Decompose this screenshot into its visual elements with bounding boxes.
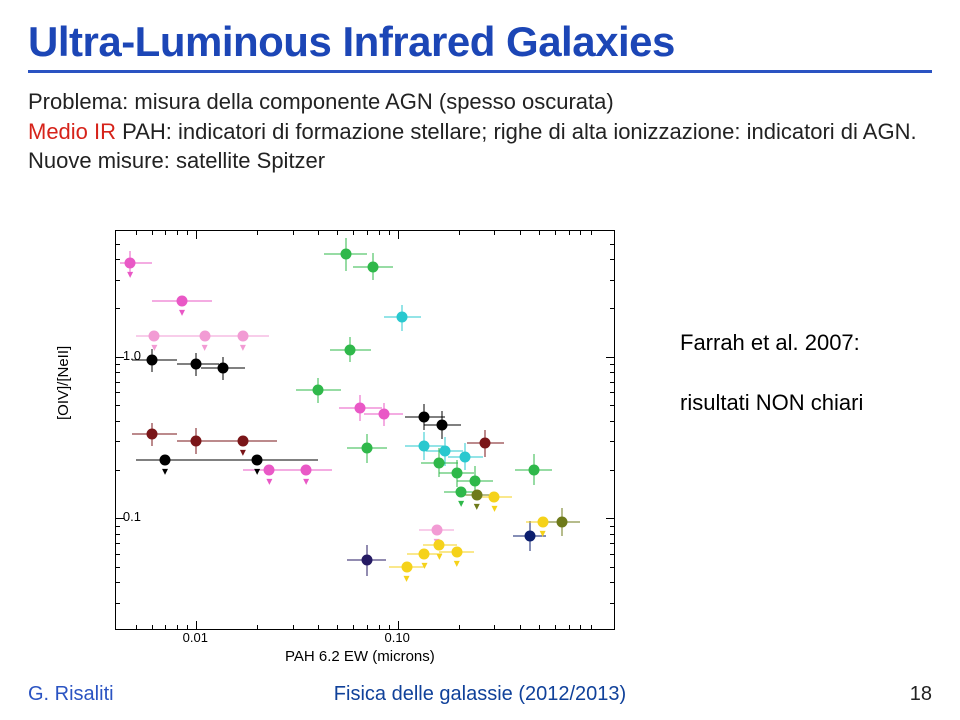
upper-limit-arrow: ▾ <box>491 502 497 514</box>
upper-limit-arrow: ▾ <box>454 557 460 569</box>
upper-limit-arrow: ▾ <box>458 497 464 509</box>
xtick-label: 0.01 <box>170 630 220 645</box>
page-title: Ultra-Luminous Infrared Galaxies <box>28 18 932 66</box>
data-point <box>237 436 248 447</box>
data-point <box>419 412 430 423</box>
chart-xlabel: PAH 6.2 EW (microns) <box>285 648 435 665</box>
data-point <box>191 359 202 370</box>
data-point <box>434 457 445 468</box>
data-point <box>557 516 568 527</box>
data-point <box>528 464 539 475</box>
upper-limit-arrow: ▾ <box>254 465 260 477</box>
upper-limit-arrow: ▾ <box>240 446 246 458</box>
data-point <box>480 438 491 449</box>
data-point <box>301 464 312 475</box>
data-point <box>237 330 248 341</box>
upper-limit-arrow: ▾ <box>179 306 185 318</box>
data-point <box>456 487 467 498</box>
data-point <box>434 540 445 551</box>
data-point <box>340 249 351 260</box>
upper-limit-arrow: ▾ <box>266 475 272 487</box>
data-point <box>312 385 323 396</box>
data-point <box>378 409 389 420</box>
data-point <box>160 454 171 465</box>
upper-limit-arrow: ▾ <box>421 559 427 571</box>
chart-container: [OIV]/[NeII] PAH 6.2 EW (microns) ▾ ▾ ▾ ▾ ▾ ▾… <box>55 220 645 670</box>
data-point <box>367 261 378 272</box>
data-point <box>471 489 482 500</box>
data-point <box>419 548 430 559</box>
body-line1: Problema: misura della componente AGN (s… <box>28 89 614 114</box>
data-point <box>146 429 157 440</box>
slide-root: { "colors": { "title": "#1c46b6", "rule"… <box>0 0 960 720</box>
upper-limit-arrow: ▾ <box>202 341 208 353</box>
data-point <box>469 475 480 486</box>
xtick-label: 0.10 <box>372 630 422 645</box>
upper-limit-arrow: ▾ <box>404 572 410 584</box>
data-point <box>191 436 202 447</box>
data-point <box>361 555 372 566</box>
data-point <box>264 464 275 475</box>
data-point <box>460 451 471 462</box>
data-point <box>525 530 536 541</box>
upper-limit-arrow: ▾ <box>127 268 133 280</box>
ytick-label: 0.1 <box>101 509 141 524</box>
data-point <box>437 419 448 430</box>
data-point <box>439 446 450 457</box>
data-point <box>149 330 160 341</box>
chart-frame: ▾▾▾▾▾▾▾▾▾▾▾▾▾▾▾▾▾▾▾ <box>115 230 615 630</box>
footer-page: 18 <box>910 683 932 706</box>
data-point <box>217 363 228 374</box>
data-point <box>361 443 372 454</box>
upper-limit-arrow: ▾ <box>162 465 168 477</box>
data-point <box>451 546 462 557</box>
data-point <box>252 454 263 465</box>
chart-ylabel: [OIV]/[NeII] <box>55 346 72 420</box>
body-line2-black: PAH: indicatori di formazione stellare; … <box>28 119 917 174</box>
upper-limit-arrow: ▾ <box>303 475 309 487</box>
upper-limit-arrow: ▾ <box>540 527 546 539</box>
data-point <box>401 561 412 572</box>
data-point <box>355 403 366 414</box>
data-point <box>125 258 136 269</box>
data-point <box>199 330 210 341</box>
data-point <box>537 516 548 527</box>
upper-limit-arrow: ▾ <box>240 341 246 353</box>
result-text: risultati NON chiari <box>680 390 863 416</box>
footer-course: Fisica delle galassie (2012/2013) <box>0 683 960 706</box>
title-underline <box>28 70 932 73</box>
data-point <box>431 524 442 535</box>
body-line2-red: Medio IR <box>28 119 116 144</box>
data-point <box>489 492 500 503</box>
upper-limit-arrow: ▾ <box>436 550 442 562</box>
data-point <box>397 312 408 323</box>
body-paragraph: Problema: misura della componente AGN (s… <box>28 87 932 176</box>
data-point <box>451 468 462 479</box>
data-point <box>345 344 356 355</box>
data-point <box>146 355 157 366</box>
data-point <box>177 296 188 307</box>
citation-text: Farrah et al. 2007: <box>680 330 860 356</box>
upper-limit-arrow: ▾ <box>151 341 157 353</box>
data-point <box>419 440 430 451</box>
upper-limit-arrow: ▾ <box>474 500 480 512</box>
